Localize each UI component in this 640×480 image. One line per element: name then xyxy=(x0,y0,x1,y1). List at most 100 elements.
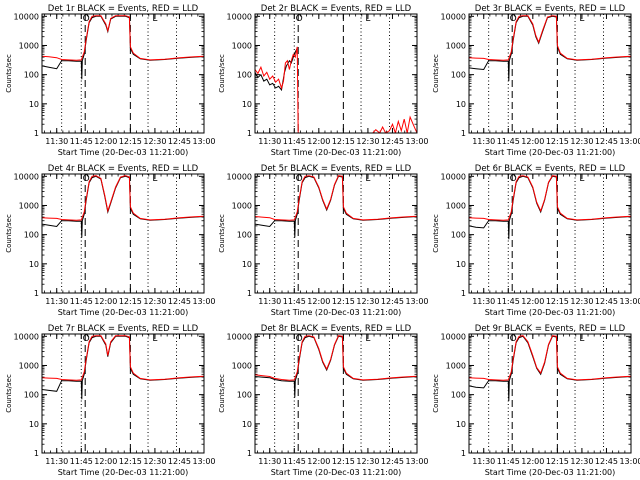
x-tick-label: 13:00 xyxy=(192,137,215,146)
series-group xyxy=(469,335,631,402)
x-axis-label: Start Time (20-Dec-03 11:21:00) xyxy=(271,308,402,317)
chart-panel-2: Det 2r BLACK = Events, RED = LLD Counts/s… xyxy=(218,4,429,157)
lld-series-tail xyxy=(372,115,417,133)
lld-series-line xyxy=(255,175,417,221)
x-tick-label: 13:00 xyxy=(619,297,640,306)
x-tick-label: 12:15 xyxy=(546,457,569,466)
events-series-line xyxy=(42,175,204,238)
series-group xyxy=(42,175,204,238)
y-tick-label: 1 xyxy=(247,129,252,138)
x-tick-label: 11:30 xyxy=(258,457,281,466)
y-tick-label: 1000 xyxy=(446,201,466,210)
y-axis-label: Counts/sec xyxy=(5,214,13,253)
x-tick-label: 12:00 xyxy=(307,137,330,146)
y-tick-label: 10 xyxy=(29,420,39,429)
series-group xyxy=(255,335,417,398)
y-tick-label: 1000 xyxy=(446,41,466,50)
x-axis-label: Start Time (20-Dec-03 11:21:00) xyxy=(58,468,189,477)
events-series-line xyxy=(255,48,298,92)
y-axis-label: Counts/sec xyxy=(5,54,13,93)
chart-panel-4: Det 4r BLACK = Events, RED = LLD Counts/s… xyxy=(5,164,216,317)
x-tick-label: 12:00 xyxy=(521,457,544,466)
x-tick-label: 11:45 xyxy=(70,297,93,306)
x-tick-label: 12:45 xyxy=(595,297,618,306)
y-tick-label: 1 xyxy=(461,289,466,298)
x-tick-label: 11:30 xyxy=(472,457,495,466)
flag-marker: O xyxy=(296,174,303,184)
x-tick-label: 11:45 xyxy=(283,137,306,146)
chart-title: Det 8r BLACK = Events, RED = LLD xyxy=(261,324,412,334)
x-axis-label: Start Time (20-Dec-03 11:21:00) xyxy=(485,468,616,477)
flag-marker: O xyxy=(83,174,90,184)
y-tick-label: 100 xyxy=(237,391,252,400)
flag-marker: L xyxy=(152,14,157,24)
y-tick-label: 1000 xyxy=(232,361,252,370)
y-tick-label: 1 xyxy=(34,129,39,138)
y-tick-label: 10 xyxy=(242,100,252,109)
lld-series-line xyxy=(469,335,631,381)
events-series-line xyxy=(469,175,631,240)
y-axis-label: Counts/sec xyxy=(432,54,440,93)
chart-title: Det 7r BLACK = Events, RED = LLD xyxy=(48,324,199,334)
y-tick-label: 10000 xyxy=(14,172,39,181)
chart-panel-7: Det 7r BLACK = Events, RED = LLD Counts/s… xyxy=(5,324,216,477)
x-tick-label: 12:30 xyxy=(570,137,593,146)
plot-frame xyxy=(254,333,418,454)
y-tick-label: 100 xyxy=(24,391,39,400)
x-tick-label: 12:00 xyxy=(521,297,544,306)
x-tick-label: 13:00 xyxy=(405,457,428,466)
y-tick-label: 10 xyxy=(456,260,466,269)
x-tick-label: 12:15 xyxy=(332,457,355,466)
x-tick-label: 12:30 xyxy=(143,297,166,306)
y-tick-label: 100 xyxy=(24,231,39,240)
flag-marker: O xyxy=(83,14,90,24)
y-tick-label: 1 xyxy=(461,449,466,458)
y-tick-label: 100 xyxy=(451,71,466,80)
x-tick-label: 12:45 xyxy=(381,457,404,466)
y-tick-label: 10000 xyxy=(441,172,466,181)
x-tick-label: 12:00 xyxy=(307,297,330,306)
x-tick-label: 12:45 xyxy=(381,297,404,306)
x-tick-label: 13:00 xyxy=(619,457,640,466)
x-axis-label: Start Time (20-Dec-03 11:21:00) xyxy=(485,308,616,317)
y-tick-label: 10 xyxy=(456,100,466,109)
x-tick-label: 11:30 xyxy=(45,297,68,306)
events-series-line xyxy=(469,335,631,402)
flag-marker: L xyxy=(365,174,370,184)
chart-title: Det 6r BLACK = Events, RED = LLD xyxy=(475,164,626,174)
x-tick-label: 12:15 xyxy=(119,457,142,466)
x-tick-label: 12:15 xyxy=(332,297,355,306)
flag-marker: O xyxy=(510,334,517,344)
series-group xyxy=(255,46,417,133)
series-group xyxy=(255,175,417,238)
x-tick-label: 11:30 xyxy=(45,457,68,466)
flag-marker: O xyxy=(296,334,303,344)
plot-frame xyxy=(41,173,205,294)
flag-marker: L xyxy=(152,334,157,344)
y-tick-label: 100 xyxy=(237,231,252,240)
y-tick-label: 10 xyxy=(29,100,39,109)
y-tick-label: 10000 xyxy=(227,12,252,21)
x-tick-label: 11:30 xyxy=(45,137,68,146)
x-tick-label: 11:45 xyxy=(497,457,520,466)
y-tick-label: 1 xyxy=(34,449,39,458)
y-tick-label: 1000 xyxy=(232,41,252,50)
y-tick-label: 1 xyxy=(247,289,252,298)
events-series-line xyxy=(42,15,204,80)
series-group xyxy=(469,175,631,240)
x-tick-label: 13:00 xyxy=(619,137,640,146)
chart-panel-6: Det 6r BLACK = Events, RED = LLD Counts/s… xyxy=(432,164,640,317)
chart-panel-5: Det 5r BLACK = Events, RED = LLD Counts/s… xyxy=(218,164,429,317)
x-tick-label: 13:00 xyxy=(192,457,215,466)
y-axis-label: Counts/sec xyxy=(432,214,440,253)
lld-series-line xyxy=(255,335,417,381)
x-tick-label: 12:00 xyxy=(307,457,330,466)
plot-frame xyxy=(468,13,632,134)
x-tick-label: 11:30 xyxy=(258,297,281,306)
x-tick-label: 12:30 xyxy=(356,137,379,146)
x-tick-label: 12:30 xyxy=(570,297,593,306)
y-axis-label: Counts/sec xyxy=(218,54,226,93)
y-axis-label: Counts/sec xyxy=(5,374,13,413)
plot-frame xyxy=(468,173,632,294)
